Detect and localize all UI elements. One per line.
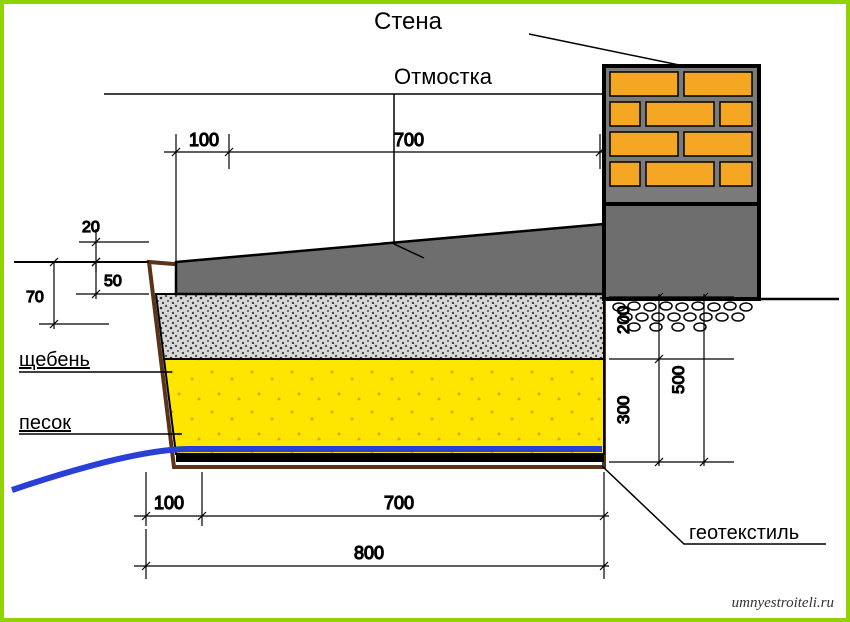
dim-100-top: 100: [189, 130, 219, 150]
diagram-container: 100 700 20 50 70 200 300 500: [0, 0, 850, 622]
brick-wall: [604, 66, 759, 204]
diagram-svg: 100 700 20 50 70 200 300 500: [4, 4, 846, 618]
wall-label: Стена: [374, 8, 443, 35]
black-bottom-layer: [176, 454, 604, 462]
blind-area-leader: [394, 94, 424, 258]
dim-700-bottom: 700: [384, 493, 414, 513]
sand-layer: [164, 359, 604, 454]
aggregate-bubbles: [613, 302, 752, 331]
dim-100-bottom: 100: [154, 493, 184, 513]
blind-area-slab: [176, 224, 604, 294]
dim-50: 50: [104, 273, 122, 290]
gravel-layer: [156, 294, 604, 359]
dim-300: 300: [614, 396, 633, 424]
dim-500: 500: [669, 366, 688, 394]
foundation-block: [604, 204, 759, 299]
dim-70: 70: [26, 289, 44, 306]
dim-800: 800: [354, 543, 384, 563]
sand-label: песок: [19, 412, 71, 434]
dim-700-top: 700: [394, 130, 424, 150]
dim-20: 20: [82, 219, 100, 236]
blind-area-label: Отмостка: [394, 64, 493, 89]
watermark: umnyestroiteli.ru: [732, 595, 834, 612]
dim-200: 200: [614, 306, 633, 334]
geotextile-label: геотекстиль: [689, 522, 799, 544]
gravel-label: щебень: [19, 349, 90, 371]
wall-leader: [529, 34, 684, 66]
